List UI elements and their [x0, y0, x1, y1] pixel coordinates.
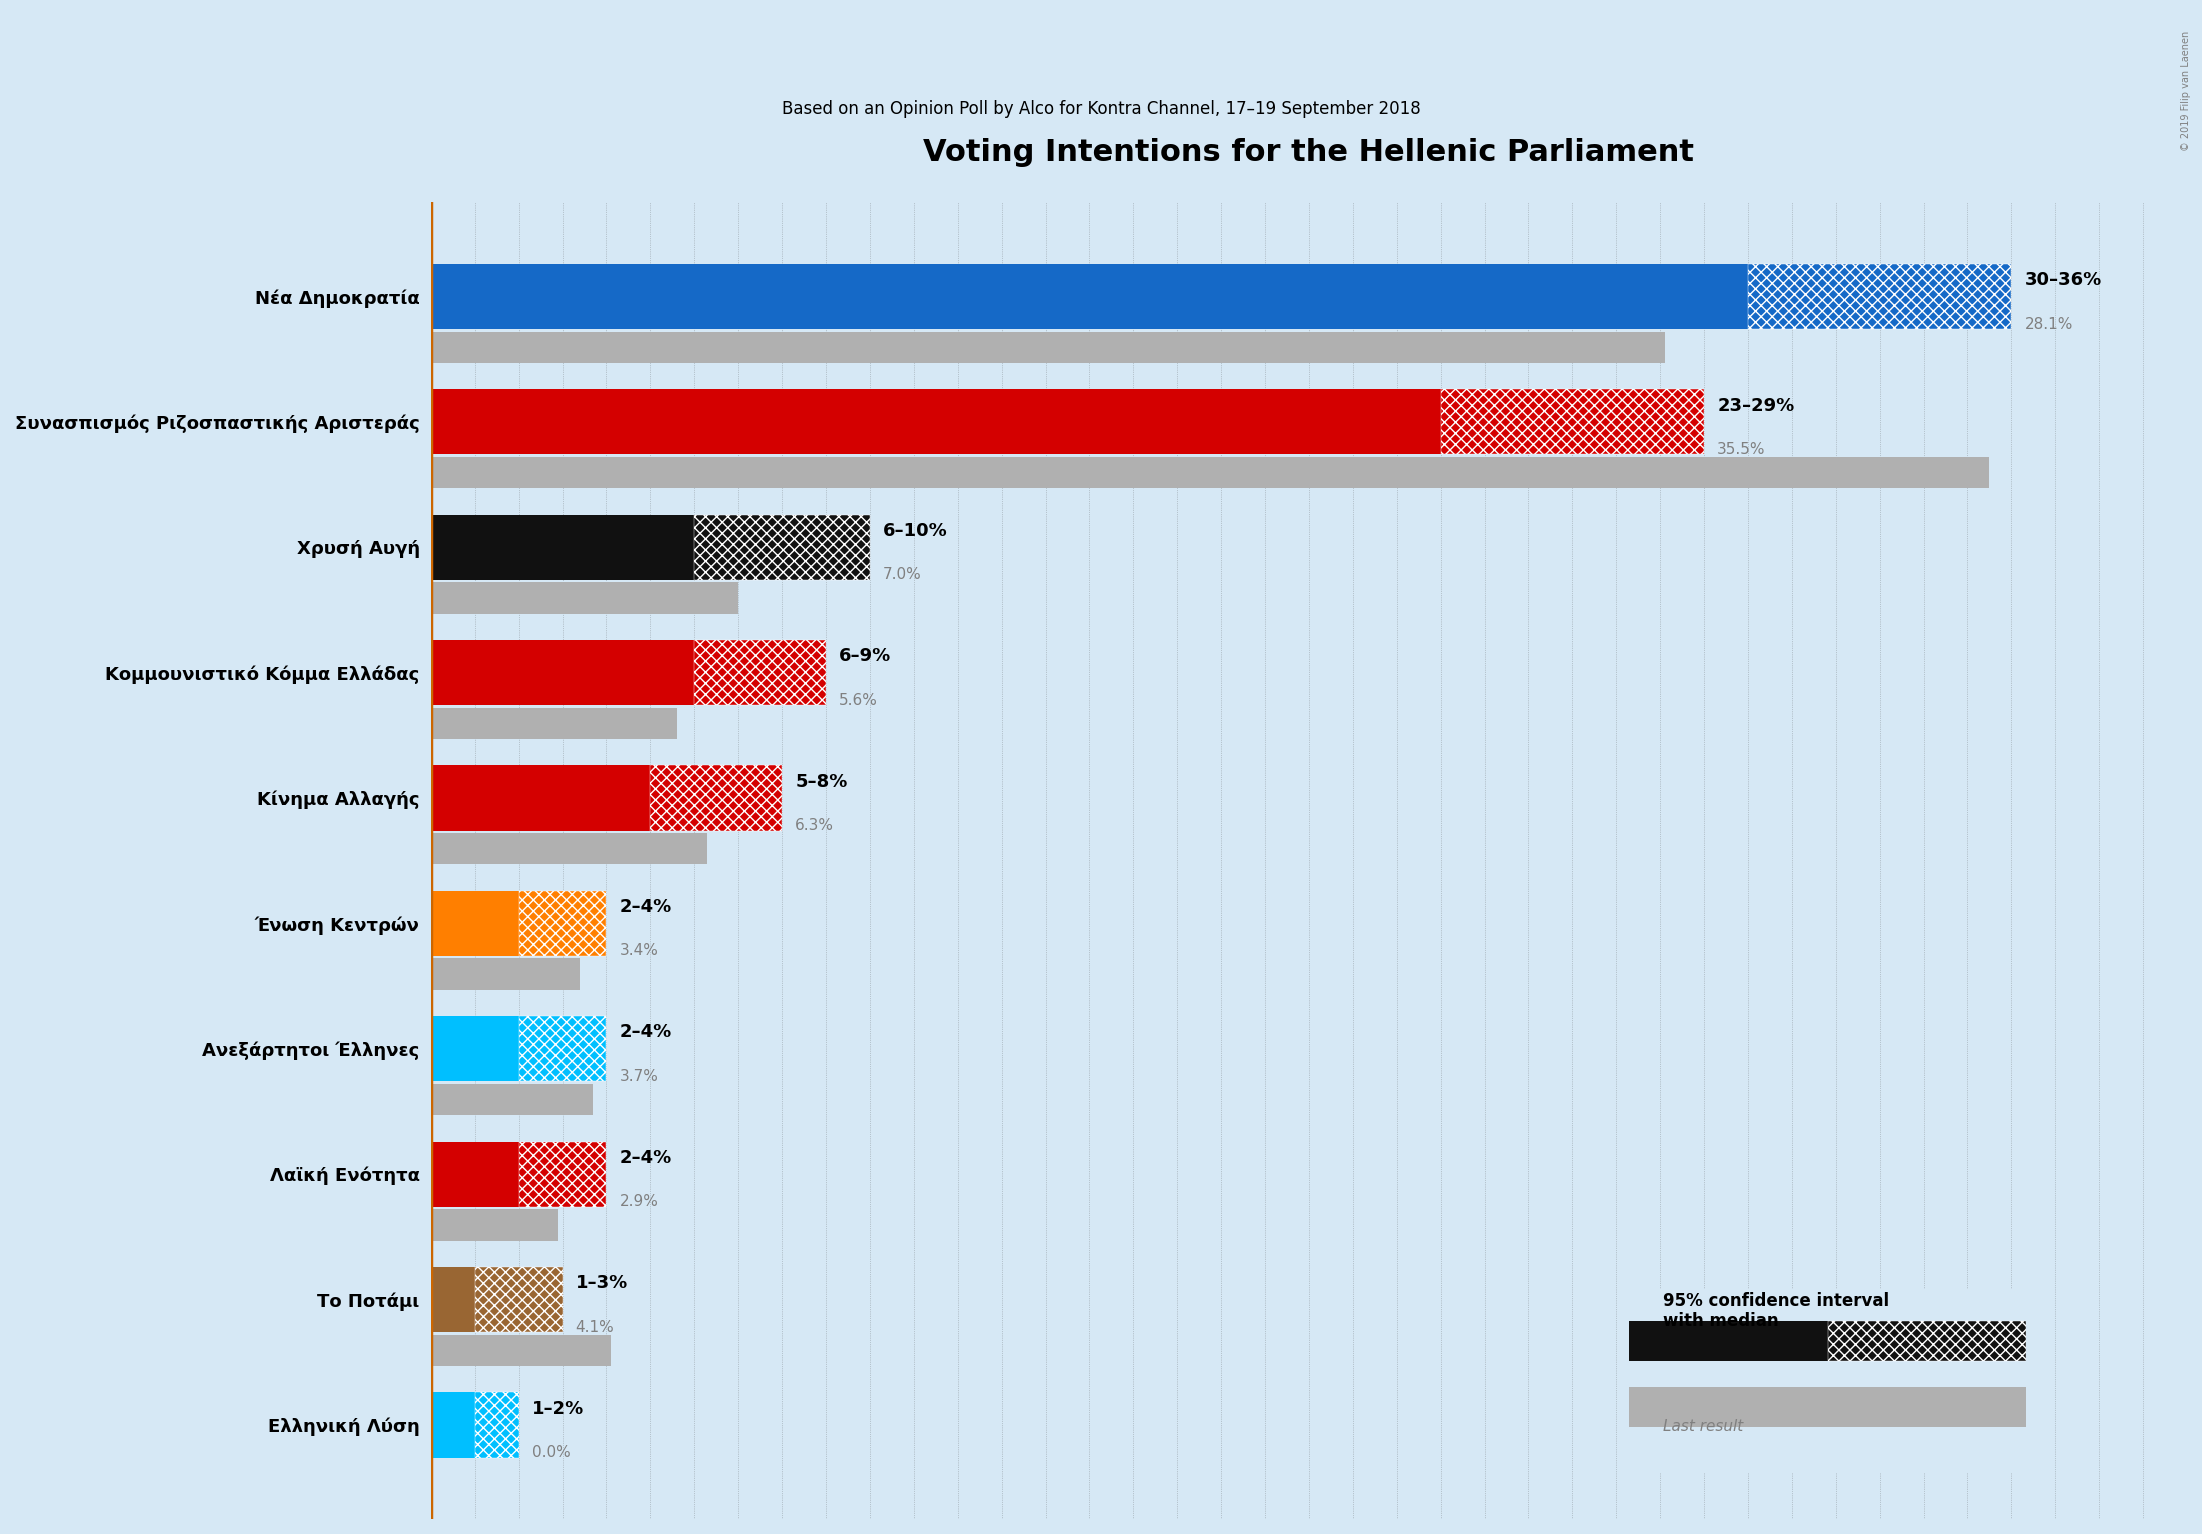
Bar — [1629, 1387, 2026, 1427]
Text: Last result: Last result — [1663, 1419, 1742, 1434]
Title: Voting Intentions for the Hellenic Parliament: Voting Intentions for the Hellenic Parli… — [923, 138, 1693, 167]
Bar — [432, 1209, 557, 1241]
Bar — [432, 1141, 520, 1207]
Bar — [1440, 390, 1704, 454]
Text: 4.1%: 4.1% — [575, 1319, 614, 1335]
Bar — [432, 765, 650, 830]
Bar — [432, 331, 1665, 364]
Bar — [432, 514, 694, 580]
Bar — [476, 1267, 562, 1332]
Text: 5.6%: 5.6% — [839, 693, 879, 707]
Bar — [432, 457, 1988, 488]
Text: 5–8%: 5–8% — [795, 773, 848, 790]
Text: 1–2%: 1–2% — [533, 1399, 584, 1417]
Bar — [432, 707, 676, 739]
Bar — [432, 390, 1440, 454]
Bar — [520, 891, 606, 956]
Text: 6–9%: 6–9% — [839, 647, 892, 666]
Text: 23–29%: 23–29% — [1718, 396, 1795, 414]
Bar — [520, 1016, 606, 1081]
Text: 2–4%: 2–4% — [619, 1023, 672, 1042]
Bar — [432, 891, 520, 956]
Bar — [1629, 1321, 1828, 1361]
Text: Based on an Opinion Poll by Alco for Kontra Channel, 17–19 September 2018: Based on an Opinion Poll by Alco for Kon… — [782, 100, 1420, 118]
Bar — [432, 264, 1748, 328]
Bar — [432, 959, 579, 989]
Bar — [694, 640, 826, 706]
Text: 30–36%: 30–36% — [2024, 272, 2101, 288]
Text: 35.5%: 35.5% — [1718, 442, 1766, 457]
Bar — [520, 1141, 606, 1207]
Text: 3.7%: 3.7% — [619, 1069, 658, 1085]
Text: © 2019 Filip van Laenen: © 2019 Filip van Laenen — [2180, 31, 2191, 150]
Text: 3.4%: 3.4% — [619, 943, 658, 959]
Bar — [432, 583, 738, 614]
Bar — [432, 1393, 476, 1457]
Bar — [432, 1085, 592, 1115]
Bar — [432, 1016, 520, 1081]
Bar — [432, 640, 694, 706]
Bar — [476, 1393, 520, 1457]
Bar — [432, 1267, 476, 1332]
Text: 6–10%: 6–10% — [883, 522, 947, 540]
Text: 1–3%: 1–3% — [575, 1275, 628, 1292]
Bar — [694, 514, 870, 580]
Bar — [1828, 1321, 2026, 1361]
Text: 0.0%: 0.0% — [533, 1445, 570, 1460]
Bar — [1748, 264, 2010, 328]
Text: 2.9%: 2.9% — [619, 1195, 658, 1209]
Text: 95% confidence interval
with median: 95% confidence interval with median — [1663, 1292, 1889, 1330]
Text: 28.1%: 28.1% — [2024, 316, 2072, 331]
Bar — [432, 833, 707, 865]
Text: 6.3%: 6.3% — [795, 818, 835, 833]
Text: 2–4%: 2–4% — [619, 1149, 672, 1167]
Text: 2–4%: 2–4% — [619, 897, 672, 916]
Bar — [650, 765, 782, 830]
Bar — [432, 1335, 610, 1365]
Text: 7.0%: 7.0% — [883, 568, 923, 583]
